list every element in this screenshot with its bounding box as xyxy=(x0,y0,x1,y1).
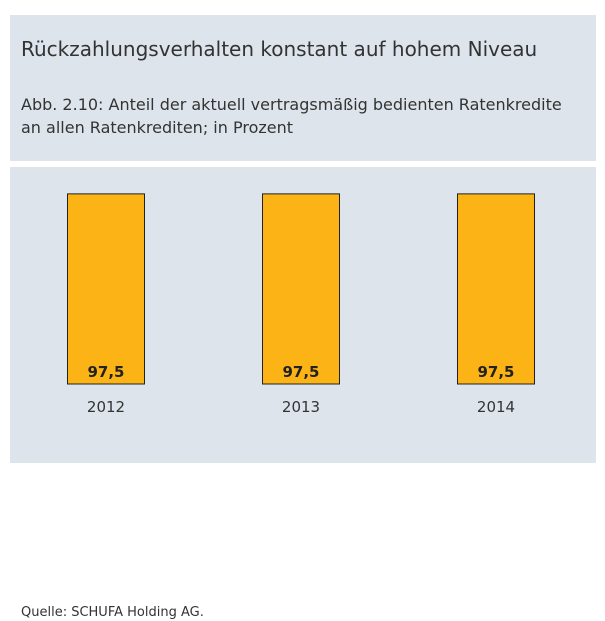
x-tick-label-2012: 2012 xyxy=(87,398,125,416)
data-label-2013: 97,5 xyxy=(282,363,319,381)
x-tick-label-2013: 2013 xyxy=(282,398,320,416)
source-note: Quelle: SCHUFA Holding AG. xyxy=(21,605,204,620)
chart-panel: 97,5 2012 97,5 2013 97,5 2014 Quelle: SCHUFA … xyxy=(10,167,596,620)
x-tick-label-2014: 2014 xyxy=(477,398,515,416)
bar-chart: 97,5 2012 97,5 2013 97,5 2014 xyxy=(67,193,535,416)
bar-2012 xyxy=(67,193,145,385)
chart-subtitle: Abb. 2.10: Anteil der aktuell vertragsmä… xyxy=(21,95,562,137)
bar-2013 xyxy=(262,193,340,385)
data-label-2014: 97,5 xyxy=(477,363,514,381)
header-panel: Rückzahlungsverhalten konstant auf hohem… xyxy=(10,15,596,161)
bar-2014 xyxy=(457,193,535,385)
chart-title: Rückzahlungsverhalten konstant auf hohem… xyxy=(21,37,538,61)
data-label-2012: 97,5 xyxy=(87,363,124,381)
